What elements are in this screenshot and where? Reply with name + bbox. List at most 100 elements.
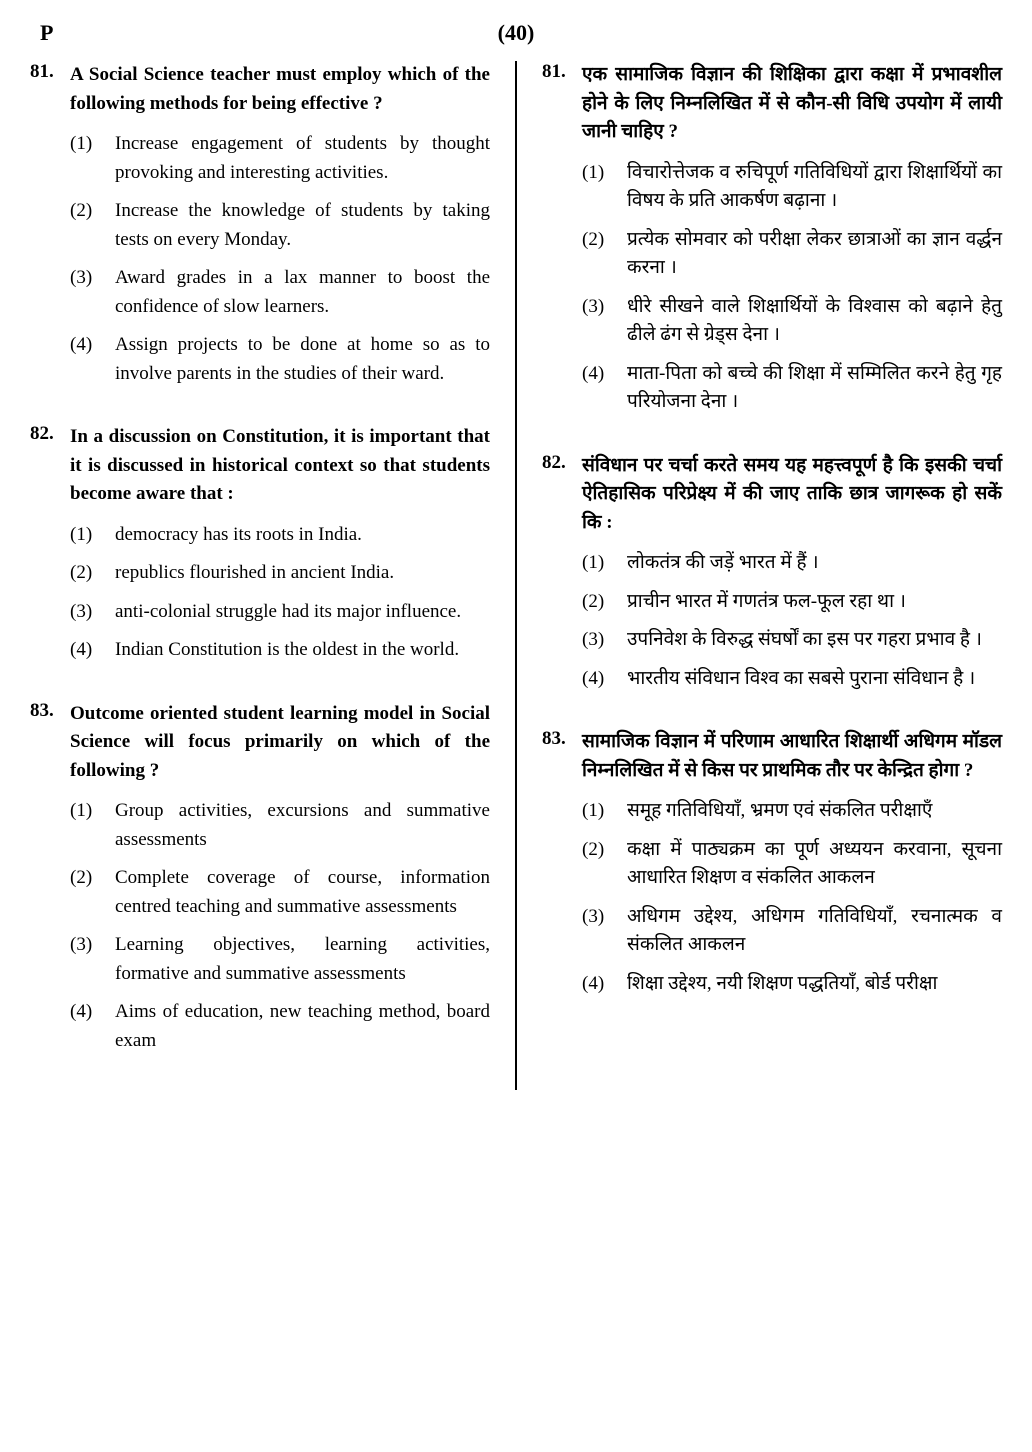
question-content: Outcome oriented student learning model … xyxy=(70,700,490,1066)
left-column: 81.A Social Science teacher must employ … xyxy=(30,61,490,1090)
option: (1)लोकतंत्र की जड़ें भारत में हैं । xyxy=(582,549,1002,578)
option: (1)Increase engagement of students by th… xyxy=(70,130,490,187)
question-content: संविधान पर चर्चा करते समय यह महत्त्वपूर्… xyxy=(582,452,1002,704)
option-text: republics flourished in ancient India. xyxy=(115,559,490,588)
question: 83.Outcome oriented student learning mod… xyxy=(30,700,490,1066)
option: (2)Increase the knowledge of students by… xyxy=(70,197,490,254)
option-text: समूह गतिविधियाँ, भ्रमण एवं संकलित परीक्ष… xyxy=(627,797,1002,826)
option-number: (2) xyxy=(582,226,627,283)
question: 81.A Social Science teacher must employ … xyxy=(30,61,490,398)
question-content: A Social Science teacher must employ whi… xyxy=(70,61,490,398)
option-number: (4) xyxy=(582,360,627,417)
option-number: (3) xyxy=(70,931,115,988)
option: (3)Award grades in a lax manner to boost… xyxy=(70,264,490,321)
option-number: (2) xyxy=(70,864,115,921)
option-text: Indian Constitution is the oldest in the… xyxy=(115,636,490,665)
question-stem: एक सामाजिक विज्ञान की शिक्षिका द्वारा कक… xyxy=(582,61,1002,147)
option-number: (4) xyxy=(582,665,627,694)
option-number: (2) xyxy=(70,197,115,254)
column-divider xyxy=(515,61,517,1090)
option: (1)democracy has its roots in India. xyxy=(70,521,490,550)
option-text: प्राचीन भारत में गणतंत्र फल-फूल रहा था । xyxy=(627,588,1002,617)
option: (4)शिक्षा उद्देश्य, नयी शिक्षण पद्धतियाँ… xyxy=(582,970,1002,999)
question-number: 82. xyxy=(30,423,70,675)
option-text: धीरे सीखने वाले शिक्षार्थियों के विश्वास… xyxy=(627,293,1002,350)
option-number: (4) xyxy=(582,970,627,999)
option: (3)Learning objectives, learning activit… xyxy=(70,931,490,988)
option-text: Award grades in a lax manner to boost th… xyxy=(115,264,490,321)
option-text: कक्षा में पाठ्यक्रम का पूर्ण अध्ययन करवा… xyxy=(627,836,1002,893)
option-text: उपनिवेश के विरुद्ध संघर्षों का इस पर गहर… xyxy=(627,626,1002,655)
option-text: Aims of education, new teaching method, … xyxy=(115,998,490,1055)
option: (3)धीरे सीखने वाले शिक्षार्थियों के विश्… xyxy=(582,293,1002,350)
option-number: (2) xyxy=(70,559,115,588)
question-number: 82. xyxy=(542,452,582,704)
option: (3)anti-colonial struggle had its major … xyxy=(70,598,490,627)
option-text: Complete coverage of course, information… xyxy=(115,864,490,921)
question-stem: A Social Science teacher must employ whi… xyxy=(70,61,490,118)
option-text: Group activities, excursions and summati… xyxy=(115,797,490,854)
question-number: 83. xyxy=(30,700,70,1066)
page-header: P (40) xyxy=(30,20,1002,46)
question-number: 81. xyxy=(542,61,582,427)
question: 83.सामाजिक विज्ञान में परिणाम आधारित शिक… xyxy=(542,728,1002,1008)
option-number: (1) xyxy=(70,521,115,550)
option: (4)Indian Constitution is the oldest in … xyxy=(70,636,490,665)
option-number: (3) xyxy=(582,293,627,350)
question-content: एक सामाजिक विज्ञान की शिक्षिका द्वारा कक… xyxy=(582,61,1002,427)
option-text: प्रत्येक सोमवार को परीक्षा लेकर छात्राओं… xyxy=(627,226,1002,283)
option-text: Assign projects to be done at home so as… xyxy=(115,331,490,388)
option: (4)Aims of education, new teaching metho… xyxy=(70,998,490,1055)
option-text: माता-पिता को बच्चे की शिक्षा में सम्मिलि… xyxy=(627,360,1002,417)
option-number: (3) xyxy=(70,598,115,627)
option-number: (3) xyxy=(70,264,115,321)
option: (2)प्राचीन भारत में गणतंत्र फल-फूल रहा थ… xyxy=(582,588,1002,617)
option: (3)उपनिवेश के विरुद्ध संघर्षों का इस पर … xyxy=(582,626,1002,655)
option-number: (1) xyxy=(70,797,115,854)
option-number: (1) xyxy=(582,797,627,826)
question: 82.संविधान पर चर्चा करते समय यह महत्त्वप… xyxy=(542,452,1002,704)
option-text: विचारोत्तेजक व रुचिपूर्ण गतिविधियों द्वा… xyxy=(627,159,1002,216)
option-number: (4) xyxy=(70,636,115,665)
option-number: (3) xyxy=(582,903,627,960)
question-stem: सामाजिक विज्ञान में परिणाम आधारित शिक्षा… xyxy=(582,728,1002,785)
option-text: Increase engagement of students by thoug… xyxy=(115,130,490,187)
option-number: (4) xyxy=(70,998,115,1055)
option-number: (4) xyxy=(70,331,115,388)
option-number: (2) xyxy=(582,836,627,893)
question-number: 81. xyxy=(30,61,70,398)
option: (3)अधिगम उद्देश्य, अधिगम गतिविधियाँ, रचन… xyxy=(582,903,1002,960)
option-text: शिक्षा उद्देश्य, नयी शिक्षण पद्धतियाँ, ब… xyxy=(627,970,1002,999)
option-text: Learning objectives, learning activities… xyxy=(115,931,490,988)
option-text: अधिगम उद्देश्य, अधिगम गतिविधियाँ, रचनात्… xyxy=(627,903,1002,960)
option: (1)समूह गतिविधियाँ, भ्रमण एवं संकलित परी… xyxy=(582,797,1002,826)
option-number: (1) xyxy=(582,549,627,578)
question-content: सामाजिक विज्ञान में परिणाम आधारित शिक्षा… xyxy=(582,728,1002,1008)
option: (4)माता-पिता को बच्चे की शिक्षा में सम्म… xyxy=(582,360,1002,417)
header-center: (40) xyxy=(498,20,535,46)
option: (4)Assign projects to be done at home so… xyxy=(70,331,490,388)
option-number: (1) xyxy=(70,130,115,187)
question-content: In a discussion on Constitution, it is i… xyxy=(70,423,490,675)
question: 81.एक सामाजिक विज्ञान की शिक्षिका द्वारा… xyxy=(542,61,1002,427)
option: (4)भारतीय संविधान विश्व का सबसे पुराना स… xyxy=(582,665,1002,694)
question-stem: In a discussion on Constitution, it is i… xyxy=(70,423,490,509)
question-number: 83. xyxy=(542,728,582,1008)
option-text: लोकतंत्र की जड़ें भारत में हैं । xyxy=(627,549,1002,578)
option-number: (3) xyxy=(582,626,627,655)
option-text: भारतीय संविधान विश्व का सबसे पुराना संवि… xyxy=(627,665,1002,694)
columns-container: 81.A Social Science teacher must employ … xyxy=(30,61,1002,1090)
header-left: P xyxy=(40,20,53,46)
option: (2)republics flourished in ancient India… xyxy=(70,559,490,588)
question-stem: Outcome oriented student learning model … xyxy=(70,700,490,786)
option: (1)विचारोत्तेजक व रुचिपूर्ण गतिविधियों द… xyxy=(582,159,1002,216)
option-number: (2) xyxy=(582,588,627,617)
question: 82.In a discussion on Constitution, it i… xyxy=(30,423,490,675)
right-column: 81.एक सामाजिक विज्ञान की शिक्षिका द्वारा… xyxy=(542,61,1002,1090)
option-text: anti-colonial struggle had its major inf… xyxy=(115,598,490,627)
question-stem: संविधान पर चर्चा करते समय यह महत्त्वपूर्… xyxy=(582,452,1002,538)
option-number: (1) xyxy=(582,159,627,216)
option-text: Increase the knowledge of students by ta… xyxy=(115,197,490,254)
option: (1)Group activities, excursions and summ… xyxy=(70,797,490,854)
option: (2)कक्षा में पाठ्यक्रम का पूर्ण अध्ययन क… xyxy=(582,836,1002,893)
